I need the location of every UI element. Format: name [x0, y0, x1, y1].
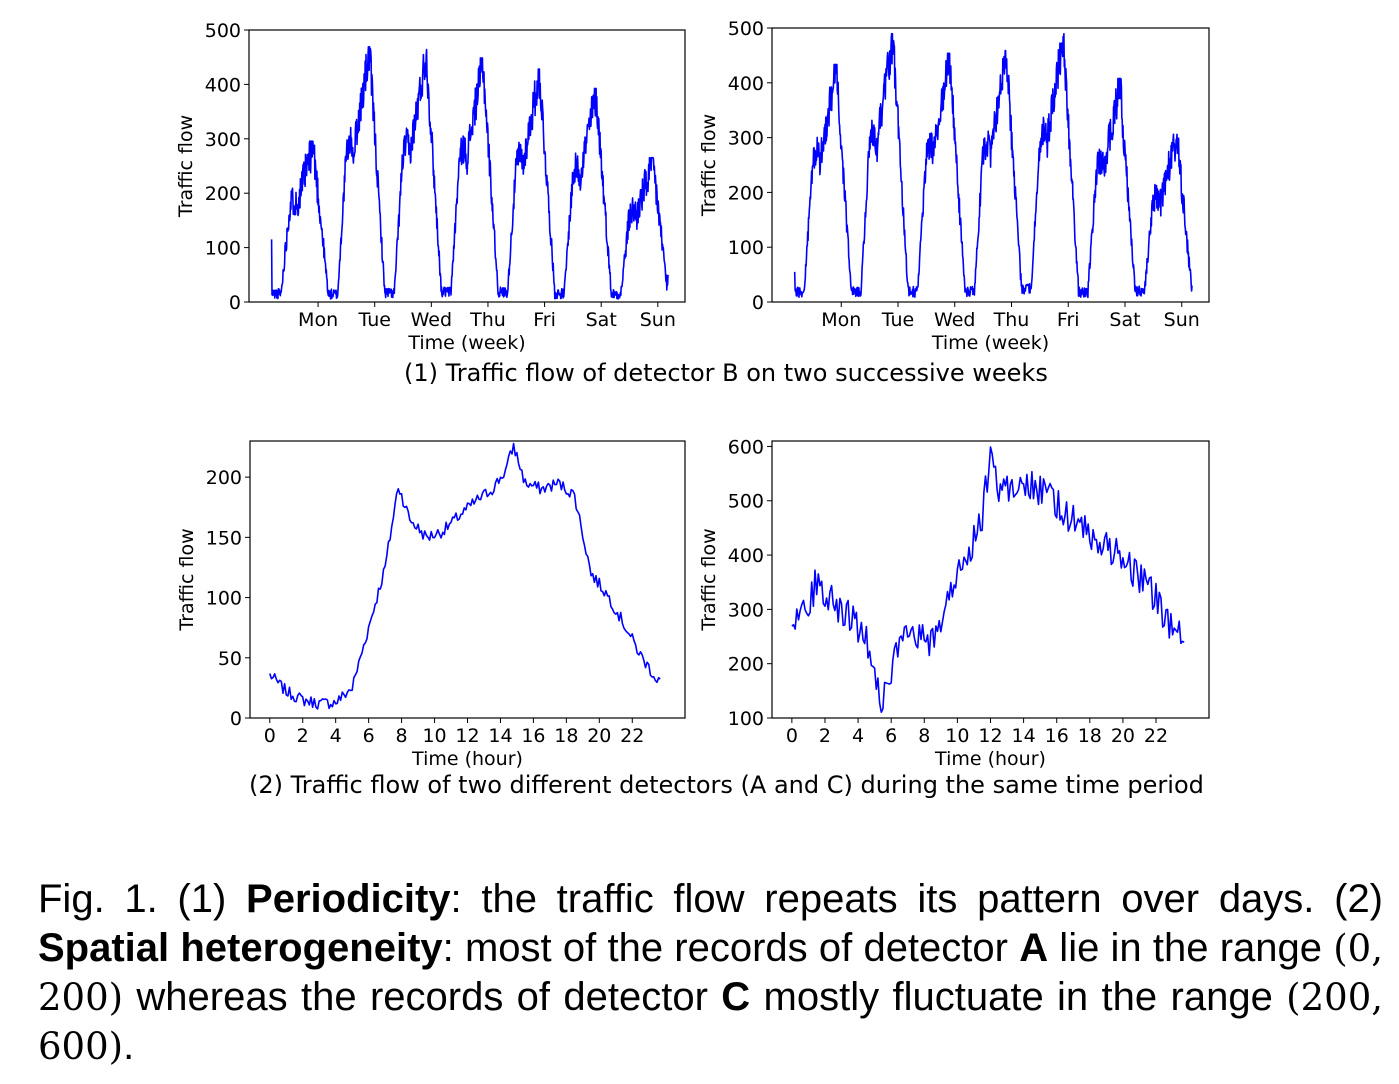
series-line: [270, 46, 669, 300]
y-tick-label: 300: [728, 599, 764, 621]
panel-caption-periodicity: (1) Traffic flow of detector B on two su…: [404, 359, 1048, 387]
x-tick-label: Fri: [1057, 309, 1080, 331]
y-tick-label: 100: [206, 588, 242, 610]
x-tick-label: Sat: [586, 309, 617, 331]
chart-panel-1: [244, 29, 686, 307]
series-line: [791, 446, 1185, 713]
x-tick-label: Thu: [993, 309, 1030, 331]
x-tick-label: 12: [455, 725, 479, 747]
x-tick-label: 12: [978, 725, 1002, 747]
y-tick-label: 200: [728, 182, 764, 204]
caption-text: : most of the records of detector: [442, 926, 1020, 970]
x-tick-label: Sun: [640, 309, 676, 331]
series-line: [269, 442, 661, 710]
chart-panel-3: [245, 440, 686, 723]
x-tick-label: Wed: [411, 309, 452, 331]
x-tick-label: 2: [819, 725, 831, 747]
y-tick-label: 500: [728, 491, 764, 513]
y-tick-label: 300: [205, 129, 241, 151]
x-tick-label: 6: [885, 725, 897, 747]
x-tick-label: 6: [363, 725, 375, 747]
plot-frame: [771, 27, 1210, 303]
x-tick-label: 18: [1078, 725, 1102, 747]
x-tick-label: 2: [297, 725, 309, 747]
x-tick-label: 10: [945, 725, 969, 747]
x-axis-label: Time (week): [931, 332, 1049, 354]
plot-frame: [249, 440, 686, 719]
caption-bold-detector-a: A: [1019, 926, 1049, 970]
caption-bold-periodicity: Periodicity: [246, 877, 451, 921]
x-tick-label: 20: [1111, 725, 1135, 747]
caption-text: whereas the records of detector: [123, 975, 722, 1019]
y-tick-label: 400: [728, 545, 764, 567]
x-tick-label: 20: [587, 725, 611, 747]
y-tick-label: 150: [206, 527, 242, 549]
y-axis-label: Traffic flow: [698, 528, 720, 631]
series-line: [793, 32, 1193, 299]
x-tick-label: 14: [488, 725, 512, 747]
x-tick-label: Sat: [1109, 309, 1140, 331]
x-tick-label: Mon: [298, 309, 338, 331]
x-tick-label: 8: [396, 725, 408, 747]
x-tick-label: 0: [264, 725, 276, 747]
caption-range-a: (0, 200): [38, 927, 1383, 1019]
y-tick-label: 500: [728, 18, 764, 40]
x-tick-label: 16: [521, 725, 545, 747]
y-tick-label: 400: [728, 73, 764, 95]
caption-bold-detector-c: C: [721, 975, 751, 1019]
x-tick-label: 4: [852, 725, 864, 747]
x-tick-label: Wed: [934, 309, 975, 331]
x-tick-label: 14: [1012, 725, 1036, 747]
y-tick-label: 50: [218, 648, 242, 670]
panel-caption-heterogeneity: (2) Traffic flow of two different detect…: [249, 771, 1204, 799]
chart-panel-4: [767, 440, 1210, 723]
y-tick-label: 200: [206, 467, 242, 489]
y-tick-label: 100: [728, 237, 764, 259]
y-tick-label: 100: [205, 238, 241, 260]
x-tick-label: 18: [554, 725, 578, 747]
y-tick-label: 400: [205, 74, 241, 96]
x-tick-label: Fri: [533, 309, 556, 331]
x-tick-label: Thu: [469, 309, 506, 331]
caption-range-c: (200, 600): [38, 976, 1383, 1068]
y-tick-label: 0: [230, 708, 242, 730]
caption-text: .: [123, 1024, 135, 1068]
plot-frame: [248, 29, 686, 303]
y-tick-label: 100: [728, 708, 764, 730]
y-tick-label: 600: [728, 436, 764, 458]
chart-panel-2: [767, 27, 1210, 307]
y-axis-label: Traffic flow: [176, 528, 198, 631]
caption-text: : the traffic flow repeats its pattern o…: [450, 877, 1384, 921]
y-tick-label: 200: [205, 183, 241, 205]
y-tick-label: 200: [728, 654, 764, 676]
x-tick-label: Mon: [821, 309, 861, 331]
caption-text: Fig. 1. (1): [38, 877, 247, 921]
x-tick-label: 22: [1144, 725, 1168, 747]
y-axis-label: Traffic flow: [698, 114, 720, 217]
x-tick-label: Tue: [357, 309, 390, 331]
x-tick-label: Tue: [881, 309, 914, 331]
caption-text: lie in the range: [1048, 926, 1334, 970]
y-axis-label: Traffic flow: [175, 115, 197, 218]
x-tick-label: 0: [786, 725, 798, 747]
x-tick-label: 22: [620, 725, 644, 747]
y-tick-label: 0: [752, 292, 764, 314]
x-tick-label: 8: [918, 725, 930, 747]
x-tick-label: Sun: [1164, 309, 1200, 331]
y-tick-label: 300: [728, 128, 764, 150]
x-axis-label: Time (hour): [934, 748, 1046, 770]
x-tick-label: 16: [1045, 725, 1069, 747]
caption-bold-spatial-heterogeneity: Spatial heterogeneity: [38, 926, 443, 970]
y-tick-label: 500: [205, 20, 241, 42]
caption-text: mostly fluctuate in the range: [750, 975, 1287, 1019]
x-tick-label: 4: [330, 725, 342, 747]
x-tick-label: 10: [422, 725, 446, 747]
y-tick-label: 0: [229, 292, 241, 314]
x-axis-label: Time (week): [407, 332, 525, 354]
x-axis-label: Time (hour): [411, 748, 523, 770]
figure-caption: Fig. 1. (1) Periodicity: the traffic flo…: [38, 875, 1383, 1071]
